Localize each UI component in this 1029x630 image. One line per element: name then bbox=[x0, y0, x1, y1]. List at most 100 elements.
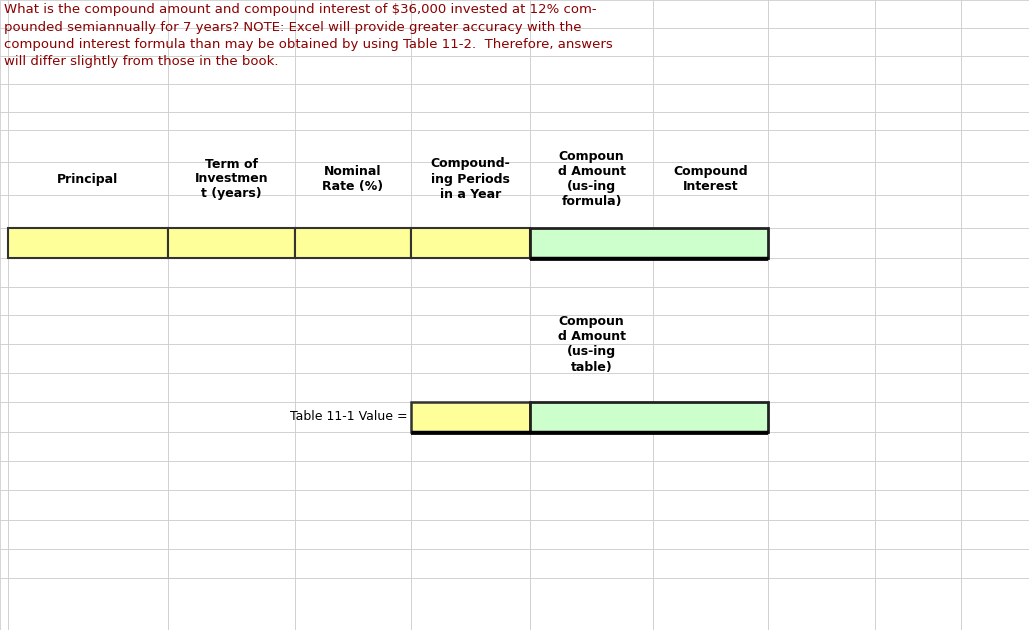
Bar bbox=[961, 287, 1029, 315]
Bar bbox=[530, 162, 653, 195]
Bar bbox=[295, 162, 411, 195]
Bar bbox=[530, 549, 653, 578]
Bar bbox=[653, 84, 768, 112]
Bar bbox=[8, 84, 168, 112]
Bar bbox=[0, 0, 8, 28]
Bar bbox=[875, 549, 961, 578]
Bar bbox=[168, 549, 295, 578]
Bar bbox=[875, 373, 961, 402]
Bar bbox=[168, 490, 295, 520]
Bar bbox=[961, 130, 1029, 162]
Bar bbox=[653, 162, 768, 195]
Bar bbox=[961, 549, 1029, 578]
Bar bbox=[653, 432, 768, 461]
Bar bbox=[653, 315, 768, 344]
Bar bbox=[530, 0, 653, 28]
Bar bbox=[653, 402, 768, 432]
Bar bbox=[411, 432, 530, 461]
Bar bbox=[961, 432, 1029, 461]
Bar bbox=[530, 520, 653, 549]
Bar bbox=[0, 84, 8, 112]
Bar bbox=[8, 287, 168, 315]
Bar bbox=[768, 578, 875, 630]
Bar bbox=[295, 228, 411, 258]
Bar bbox=[168, 287, 295, 315]
Bar bbox=[8, 0, 168, 28]
Bar bbox=[8, 578, 168, 630]
Bar bbox=[411, 56, 530, 84]
Text: Compoun
d Amount
(us-ing
formula): Compoun d Amount (us-ing formula) bbox=[558, 150, 626, 208]
Bar bbox=[653, 130, 768, 162]
Bar bbox=[411, 461, 530, 490]
Bar bbox=[8, 56, 168, 84]
Bar bbox=[768, 287, 875, 315]
Bar bbox=[411, 228, 530, 258]
Bar bbox=[168, 228, 295, 258]
Bar bbox=[411, 578, 530, 630]
Bar bbox=[0, 258, 8, 287]
Bar bbox=[768, 162, 875, 195]
Bar bbox=[768, 0, 875, 28]
Text: Compoun
d Amount
(us-ing
table): Compoun d Amount (us-ing table) bbox=[558, 316, 626, 374]
Bar bbox=[168, 112, 295, 130]
Text: Term of
Investmen
t (years): Term of Investmen t (years) bbox=[194, 158, 269, 200]
Bar bbox=[411, 315, 530, 344]
Bar bbox=[961, 56, 1029, 84]
Bar bbox=[653, 520, 768, 549]
Bar bbox=[653, 112, 768, 130]
Bar bbox=[653, 228, 768, 258]
Bar bbox=[530, 287, 653, 315]
Bar bbox=[8, 373, 168, 402]
Bar bbox=[530, 258, 653, 287]
Bar bbox=[0, 490, 8, 520]
Bar bbox=[961, 461, 1029, 490]
Bar bbox=[653, 578, 768, 630]
Bar bbox=[875, 112, 961, 130]
Bar bbox=[530, 28, 653, 56]
Text: Compound-
ing Periods
in a Year: Compound- ing Periods in a Year bbox=[430, 158, 510, 200]
Bar bbox=[168, 578, 295, 630]
Bar bbox=[0, 287, 8, 315]
Bar bbox=[768, 258, 875, 287]
Bar bbox=[653, 549, 768, 578]
Bar bbox=[530, 195, 653, 228]
Bar bbox=[168, 373, 295, 402]
Bar bbox=[0, 228, 8, 258]
Bar bbox=[295, 0, 411, 28]
Bar bbox=[8, 315, 168, 344]
Bar bbox=[168, 315, 295, 344]
Bar bbox=[653, 28, 768, 56]
Text: Principal: Principal bbox=[58, 173, 118, 185]
Bar bbox=[8, 228, 168, 258]
Bar bbox=[875, 84, 961, 112]
Bar bbox=[875, 56, 961, 84]
Bar bbox=[411, 373, 530, 402]
Bar bbox=[411, 84, 530, 112]
Bar bbox=[295, 195, 411, 228]
Bar bbox=[875, 287, 961, 315]
Bar bbox=[295, 228, 411, 258]
Bar bbox=[961, 28, 1029, 56]
Bar bbox=[295, 520, 411, 549]
Bar bbox=[411, 520, 530, 549]
Bar bbox=[875, 432, 961, 461]
Bar bbox=[295, 402, 411, 432]
Bar bbox=[295, 258, 411, 287]
Bar bbox=[8, 162, 168, 195]
Bar bbox=[411, 344, 530, 373]
Bar bbox=[8, 130, 168, 162]
Bar bbox=[768, 461, 875, 490]
Bar bbox=[530, 130, 653, 162]
Bar bbox=[961, 520, 1029, 549]
Bar bbox=[168, 84, 295, 112]
Bar bbox=[961, 162, 1029, 195]
Bar bbox=[295, 112, 411, 130]
Bar bbox=[961, 0, 1029, 28]
Bar bbox=[168, 461, 295, 490]
Bar bbox=[411, 162, 530, 195]
Bar bbox=[0, 315, 8, 344]
Bar bbox=[875, 344, 961, 373]
Bar bbox=[168, 258, 295, 287]
Bar bbox=[768, 373, 875, 402]
Bar bbox=[768, 130, 875, 162]
